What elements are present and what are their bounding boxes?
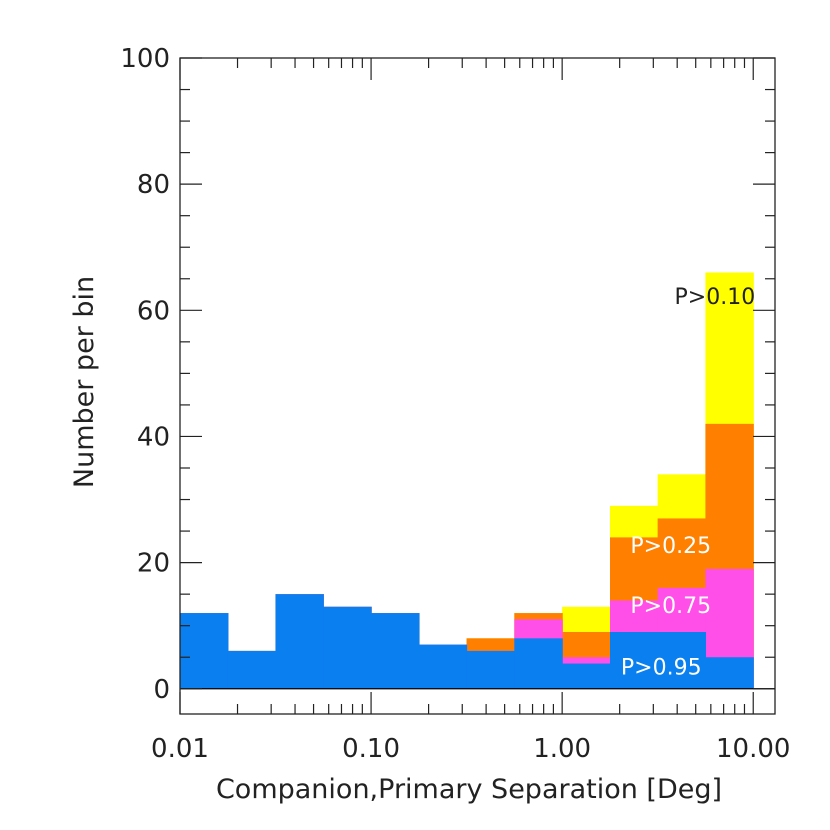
y-axis-label: Number per bin	[69, 276, 100, 488]
y-tick-label: 20	[137, 549, 170, 579]
y-tick-label: 0	[153, 675, 170, 705]
x-axis-label: Companion,Primary Separation [Deg]	[216, 774, 722, 805]
x-tick-label: 0.10	[342, 734, 400, 764]
series-label-p010: P>0.10	[675, 285, 756, 310]
x-tick-label: 10.00	[716, 734, 790, 764]
series-label-p025: P>0.25	[630, 534, 711, 559]
bar-p095-9	[610, 632, 659, 689]
series-label-p095: P>0.95	[621, 655, 702, 680]
bar-p095-1	[227, 650, 277, 689]
tick-labels: 0 20 40 60 80 100 0.01 0.10 1.00 10.00	[120, 44, 790, 764]
bar-p095-11	[705, 657, 754, 689]
x-tick-label: 1.00	[533, 734, 591, 764]
y-tick-label: 40	[137, 422, 170, 452]
series-label-p075: P>0.75	[630, 594, 711, 619]
bar-p095-10	[657, 632, 707, 689]
plot-frame	[179, 57, 776, 715]
bar-p095-4	[371, 613, 420, 689]
axis-ticks	[179, 57, 775, 714]
y-tick-label: 80	[137, 170, 170, 200]
bar-p095-6	[466, 650, 515, 689]
x-tick-label: 0.01	[151, 734, 209, 764]
bar-p095-3	[323, 606, 372, 689]
bars-layer	[180, 272, 754, 689]
y-tick-label: 100	[120, 44, 170, 74]
bar-p095-8	[562, 663, 611, 689]
bar-p095-0	[180, 613, 229, 689]
annotations-layer: P>0.10 P>0.25 P>0.75 P>0.95	[621, 285, 755, 680]
bar-p095-7	[514, 638, 563, 689]
y-tick-label: 60	[137, 296, 170, 326]
bar-p095-5	[418, 644, 468, 689]
bar-p095-2	[275, 594, 324, 689]
